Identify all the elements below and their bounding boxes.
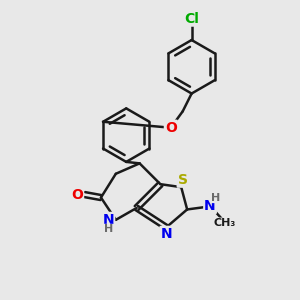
Text: Cl: Cl xyxy=(184,12,199,26)
Text: H: H xyxy=(104,224,113,234)
Text: O: O xyxy=(71,188,83,202)
Text: H: H xyxy=(212,193,220,202)
Text: N: N xyxy=(160,227,172,241)
Text: N: N xyxy=(103,213,114,227)
Text: O: O xyxy=(165,121,177,135)
Text: CH₃: CH₃ xyxy=(213,218,236,228)
Text: N: N xyxy=(204,199,216,213)
Text: S: S xyxy=(178,173,188,187)
